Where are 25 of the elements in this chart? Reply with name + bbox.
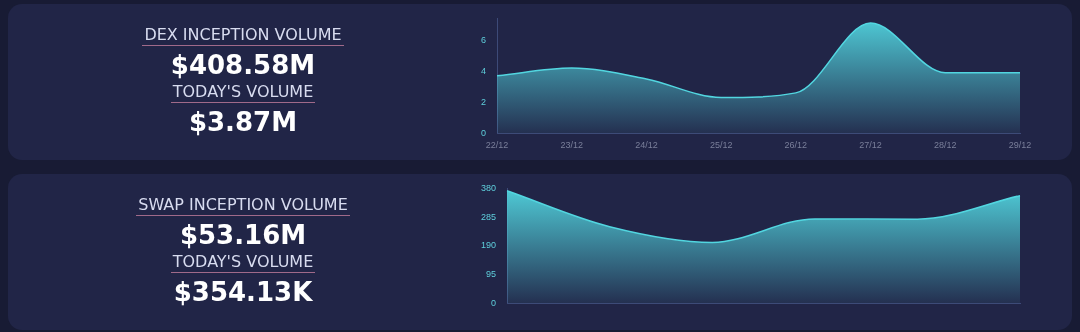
y-tick-label: 190 [480, 240, 497, 251]
x-tick-label: 28/12 [934, 140, 957, 151]
y-tick-label: 0 [491, 297, 497, 308]
x-tick-label: 29/12 [1008, 140, 1032, 151]
y-tick-label: 380 [480, 182, 497, 193]
text: TODAY'S VOLUME [170, 82, 316, 103]
text: $408.58M [170, 50, 316, 80]
text: $354.13K [173, 277, 313, 307]
x-tick-label: 24/12 [635, 140, 658, 151]
text: $53.16M [179, 220, 307, 250]
y-tick-label: 2 [480, 96, 487, 107]
y-tick-label: 285 [480, 211, 497, 222]
y-tick-label: 6 [480, 34, 487, 45]
x-tick-label: 25/12 [709, 140, 733, 151]
x-tick-label: 27/12 [859, 140, 882, 151]
x-tick-label: 26/12 [784, 140, 808, 151]
text: DEX INCEPTION VOLUME [142, 25, 344, 46]
y-tick-label: 4 [480, 65, 487, 76]
y-tick-label: 0 [480, 127, 487, 138]
text: $3.87M [188, 107, 298, 137]
y-tick-label: 95 [486, 268, 497, 279]
text: SWAP INCEPTION VOLUME [136, 195, 350, 216]
x-tick-label: 22/12 [485, 140, 509, 151]
text: TODAY'S VOLUME [170, 252, 316, 273]
x-tick-label: 23/12 [560, 140, 583, 151]
